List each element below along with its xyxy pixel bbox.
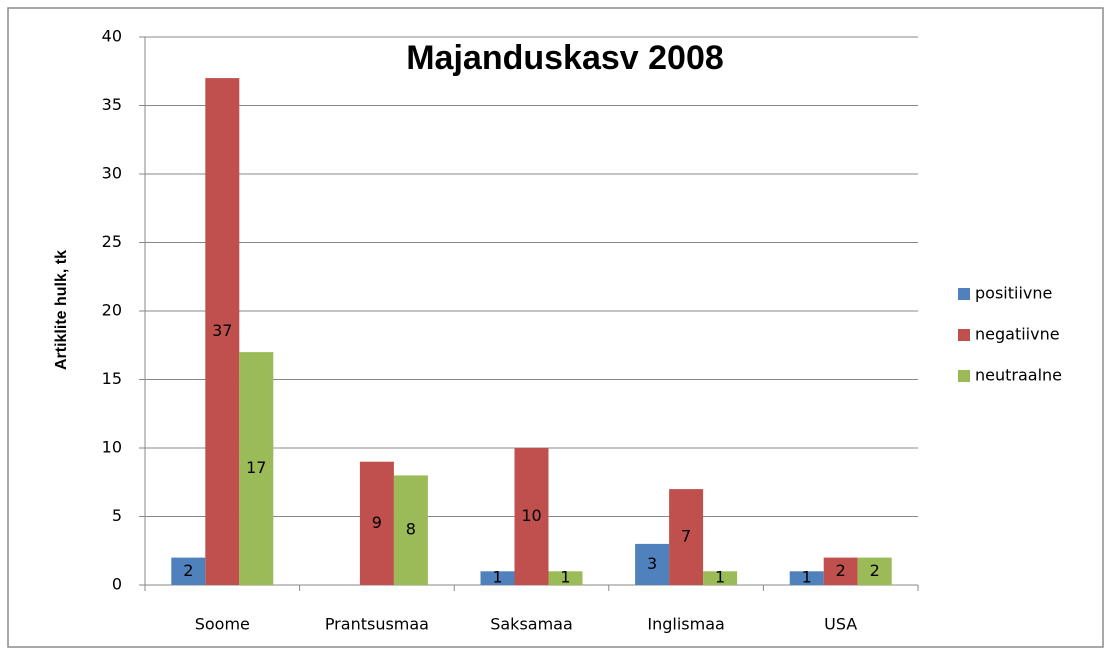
x-tick-label: Soome [195,615,250,634]
y-tick-label: 5 [112,506,122,525]
x-tick-label: Inglismaa [647,615,724,634]
legend-label: neutraalne [975,366,1062,385]
value-label: 2 [870,561,880,580]
value-label: 1 [802,568,812,587]
bar [171,557,206,585]
bar [514,448,549,585]
bar [669,489,704,585]
bar [703,571,738,585]
legend-swatch [958,370,970,382]
value-label: 1 [715,568,725,587]
y-axis-label: Artiklite hulk, tk [53,250,70,370]
value-label: 1 [492,568,502,587]
x-tick-label: Prantsusmaa [325,615,429,634]
bar [239,352,274,585]
legend-label: negatiivne [975,325,1060,344]
bar [548,571,583,585]
y-tick-label: 0 [112,575,122,594]
value-label: 2 [183,561,193,580]
bar [857,557,892,585]
chart-title: Majanduskasv 2008 [406,39,724,77]
x-tick-label: Saksamaa [490,615,573,634]
value-label: 2 [836,561,846,580]
bar [789,571,824,585]
value-label: 1 [560,568,570,587]
chart-border [7,7,1104,648]
legend-swatch [958,329,970,341]
legend-swatch [958,288,970,300]
value-label: 9 [372,513,382,532]
bar [480,571,515,585]
legend-label: positiivne [975,284,1052,303]
value-label: 17 [246,458,266,477]
bar [205,78,240,585]
y-tick-label: 10 [102,438,122,457]
y-tick-label: 20 [102,301,122,320]
bar [823,557,858,585]
y-tick-label: 25 [102,232,122,251]
bar [635,543,670,585]
value-label: 8 [406,520,416,539]
y-tick-label: 15 [102,369,122,388]
value-label: 37 [212,321,232,340]
x-tick-label: USA [824,615,857,634]
bar [359,461,394,585]
value-label: 10 [521,506,541,525]
value-label: 3 [647,554,657,573]
value-label: 7 [681,527,691,546]
y-tick-label: 40 [102,27,122,46]
bar [393,475,428,585]
y-tick-label: 30 [102,164,122,183]
y-tick-label: 35 [102,95,122,114]
